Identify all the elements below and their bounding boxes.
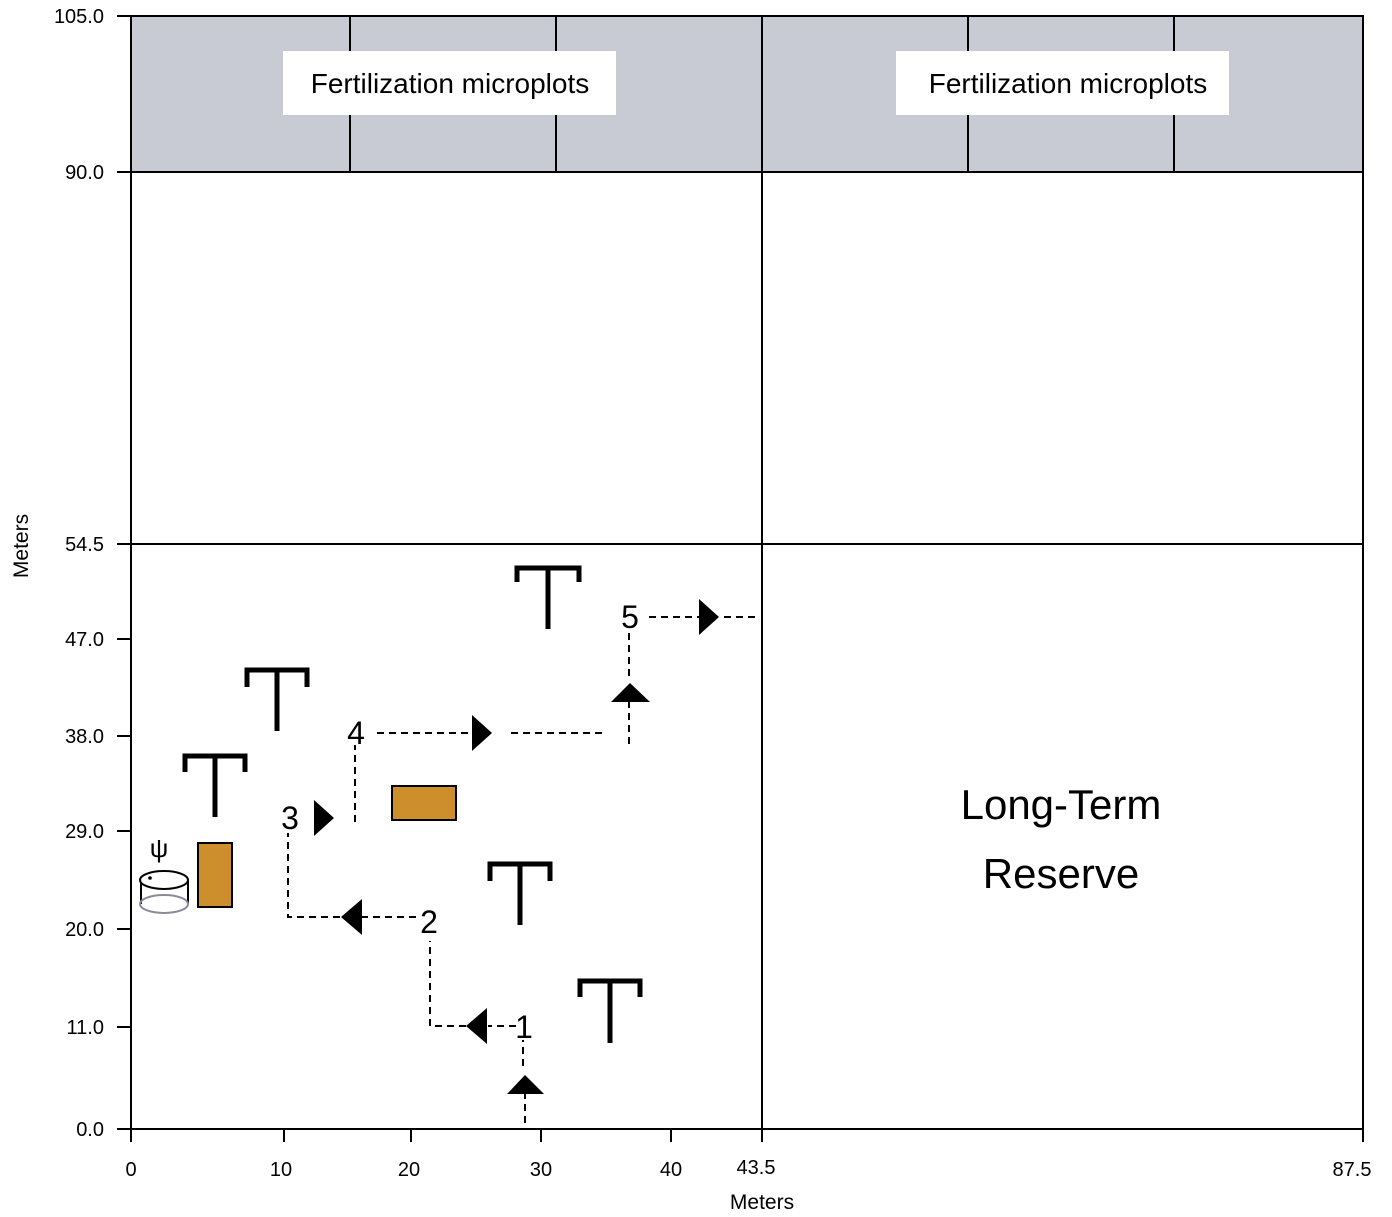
left-arrow-icon xyxy=(341,899,362,935)
up-arrow-icon xyxy=(611,683,650,702)
right-arrow-icon xyxy=(699,599,719,635)
sample-plot-box xyxy=(391,785,457,821)
left-arrow-icon xyxy=(466,1008,487,1044)
x-tick-label: 20 xyxy=(398,1159,420,1181)
y-tick-label: 47.0 xyxy=(65,629,104,651)
step-label: 4 xyxy=(347,715,365,751)
x-tick-label: 40 xyxy=(660,1159,682,1181)
fertilization-label-box-right xyxy=(896,51,1229,115)
y-axis-ticks xyxy=(117,15,131,1130)
x-tick-label: 87.5 xyxy=(1333,1159,1372,1181)
fertilization-label-box-left xyxy=(283,51,616,115)
transect-path xyxy=(287,616,756,1123)
y-tick-label: 54.5 xyxy=(65,534,104,556)
fertilization-label-left: Fertilization microplots xyxy=(311,68,590,99)
water-potential-sensor-icon xyxy=(139,870,189,914)
fertilization-label-right: Fertilization microplots xyxy=(929,68,1208,99)
step-label: 5 xyxy=(621,599,639,635)
t-marker xyxy=(577,978,643,1043)
x-axis-title: Meters xyxy=(730,1191,794,1214)
step-label: 2 xyxy=(420,904,438,940)
t-marker xyxy=(244,667,310,731)
y-axis-title: Meters xyxy=(10,514,33,578)
y-tick-label: 11.0 xyxy=(67,1017,104,1039)
t-marker xyxy=(487,861,553,925)
up-arrow-icon xyxy=(507,1075,544,1094)
psi-symbol: ψ xyxy=(150,833,169,863)
right-arrow-icon xyxy=(472,715,492,751)
y-tick-label: 90.0 xyxy=(65,162,104,184)
x-tick-label: 0 xyxy=(125,1159,136,1181)
y-tick-label: 38.0 xyxy=(65,726,104,748)
y-tick-label: 105.0 xyxy=(54,6,104,28)
t-marker xyxy=(182,753,248,817)
right-arrow-icon xyxy=(314,800,334,836)
reserve-label-line2: Reserve xyxy=(983,850,1139,897)
x-axis-ticks xyxy=(130,1129,1364,1142)
y-tick-label: 29.0 xyxy=(65,821,104,843)
t-marker xyxy=(514,565,582,629)
sample-plot-box xyxy=(197,842,233,908)
step-label: 3 xyxy=(281,800,299,836)
y-tick-label: 20.0 xyxy=(65,919,104,941)
step-label: 1 xyxy=(515,1009,533,1045)
y-tick-label: 0.0 xyxy=(76,1119,104,1141)
x-tick-label: 30 xyxy=(530,1159,552,1181)
plot-frame xyxy=(130,171,1364,1130)
x-tick-label: 43.5 xyxy=(737,1157,776,1179)
reserve-label-line1: Long-Term xyxy=(961,781,1162,828)
x-tick-label: 10 xyxy=(270,1159,292,1181)
